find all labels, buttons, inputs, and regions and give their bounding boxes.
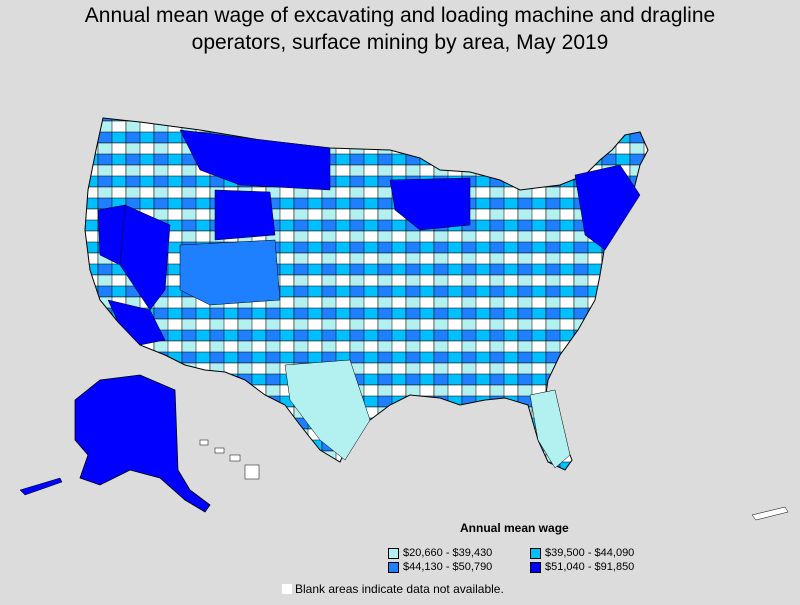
legend-item-3: $44,130 - $50,790 [388,561,492,573]
map-title-line-2: operators, surface mining by area, May 2… [191,31,609,54]
legend-title: Annual mean wage [460,521,569,535]
legend-item-4: $51,040 - $91,850 [530,561,634,573]
region-northeast-dark [574,164,641,251]
legend-swatch-4 [530,561,541,573]
no-data-swatch [282,584,292,594]
region-wyoming-dark [214,189,276,241]
region-nevada-dark [119,204,171,311]
legend-label-2: $39,500 - $44,090 [545,547,635,559]
legend-label-3: $44,130 - $50,790 [403,561,493,573]
legend-swatch-2 [530,547,541,559]
legend-item-2: $39,500 - $44,090 [530,547,634,559]
alaska [74,374,211,513]
legend-swatch-3 [388,561,399,573]
no-data-note: Blank areas indicate data not available. [282,582,504,596]
puerto-rico [751,506,789,521]
region-socal-dark [107,299,166,346]
alaska-islands [19,477,63,496]
legend-swatch-1 [388,547,399,559]
no-data-note-text: Blank areas indicate data not available. [295,582,504,596]
region-montana-dark [179,129,331,191]
hawaii [199,439,260,480]
map-title: Annual mean wage of excavating and loadi… [0,2,800,56]
region-greatlakes-dark [389,177,471,231]
region-colorado-mid [179,239,281,306]
legend-label-4: $51,040 - $91,850 [545,561,635,573]
region-texas-light [284,359,371,461]
map-title-line-1: Annual mean wage of excavating and loadi… [84,4,716,27]
legend-item-1: $20,660 - $39,430 [388,547,492,559]
region-florida-light [529,389,571,469]
legend-label-1: $20,660 - $39,430 [403,547,493,559]
